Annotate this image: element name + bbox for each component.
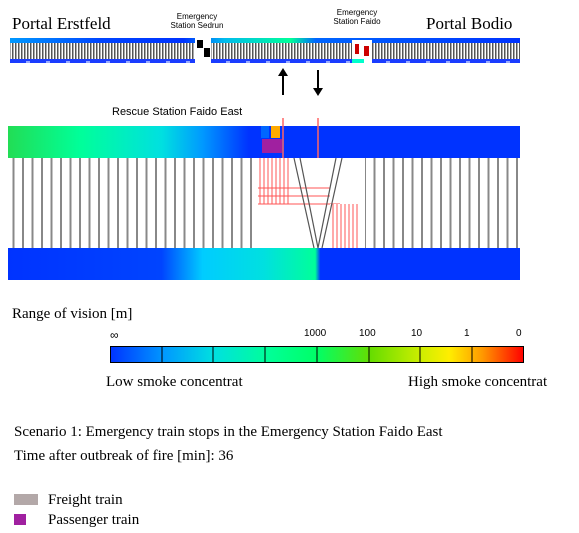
tick-label-0: 0 xyxy=(516,328,522,339)
tick-label-1000: 1000 xyxy=(304,328,327,339)
high-smoke-label: High smoke concentrat xyxy=(408,374,548,390)
scenario-caption: Scenario 1: Emergency train stops in the… xyxy=(14,424,443,440)
red-airflow-lines xyxy=(258,158,364,248)
portal-erstfeld-label: Portal Erstfeld xyxy=(12,14,111,33)
station-faido-label: Emergency Station Faido xyxy=(333,8,381,26)
overview-tunnel-diagram xyxy=(10,38,520,96)
tick-label-10: 10 xyxy=(411,328,423,339)
tick-label-infinity: ∞ xyxy=(110,328,119,342)
freight-train-swatch xyxy=(14,494,38,505)
low-smoke-label: Low smoke concentrat xyxy=(106,374,243,390)
tick-label-100: 100 xyxy=(359,328,376,339)
smoke-color-scale xyxy=(110,346,524,363)
scale-tick-labels: ∞ 1000 100 10 1 0 xyxy=(106,328,524,342)
rescue-station-label: Rescue Station Faido East xyxy=(112,106,243,118)
airflow-up-arrow-icon xyxy=(278,68,288,95)
station-sedrun-label: Emergency Station Sedrun xyxy=(170,12,224,30)
passenger-train-swatch xyxy=(14,514,26,525)
detail-tunnel-diagram xyxy=(8,118,520,280)
passenger-train-label: Passenger train xyxy=(48,512,140,528)
crossover-tracks xyxy=(293,157,343,249)
scale-title: Range of vision [m] xyxy=(12,306,133,322)
passenger-train-marker xyxy=(262,139,282,153)
freight-train-label: Freight train xyxy=(48,492,123,508)
time-caption: Time after outbreak of fire [min]: 36 xyxy=(14,448,234,464)
airflow-down-arrow-icon xyxy=(313,70,323,96)
tick-label-1: 1 xyxy=(464,328,470,339)
portal-bodio-label: Portal Bodio xyxy=(426,14,513,33)
